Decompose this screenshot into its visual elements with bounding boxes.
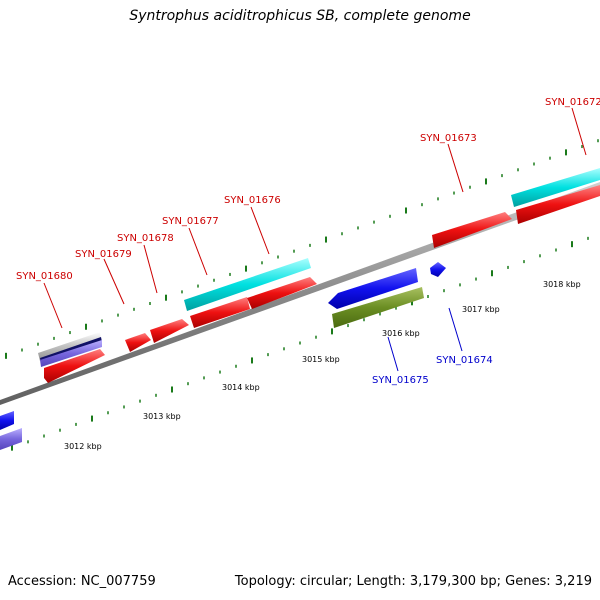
gene-syn-01672-cyan[interactable] [511, 168, 600, 207]
label-syn-01673[interactable]: SYN_01673 [420, 133, 477, 144]
genome-backbone [0, 182, 600, 405]
genes [0, 168, 600, 450]
genome-summary-text: Topology: circular; Length: 3,179,300 bp… [234, 574, 592, 589]
kbp-label-3016: 3016 kbp [382, 329, 420, 338]
gene-labels: SYN_01680 SYN_01679 SYN_01678 SYN_01677 … [16, 97, 600, 386]
gene-lavender-left[interactable] [0, 428, 22, 450]
gene-syn-01678[interactable] [150, 319, 189, 343]
label-leaders [43, 107, 587, 372]
kbp-label-3012: 3012 kbp [64, 442, 102, 451]
label-syn-01678[interactable]: SYN_01678 [117, 233, 174, 244]
label-syn-01675[interactable]: SYN_01675 [372, 375, 429, 386]
gene-syn-01679[interactable] [125, 333, 151, 352]
label-syn-01679[interactable]: SYN_01679 [75, 249, 132, 260]
kbp-label-3015: 3015 kbp [302, 355, 340, 364]
label-syn-01677[interactable]: SYN_01677 [162, 216, 219, 227]
gene-syn-01675-olive[interactable] [332, 287, 424, 328]
kbp-label-3014: 3014 kbp [222, 383, 260, 392]
label-syn-01672[interactable]: SYN_01672 [545, 97, 600, 108]
label-syn-01680[interactable]: SYN_01680 [16, 271, 73, 282]
gene-syn-01672[interactable] [516, 185, 600, 224]
tick-marks [5, 139, 599, 451]
label-syn-01676[interactable]: SYN_01676 [224, 195, 281, 206]
gene-red-01680b[interactable] [44, 349, 105, 383]
accession-text: Accession: NC_007759 [8, 574, 156, 589]
gene-syn-01676-red[interactable] [247, 277, 317, 309]
gene-syn-01673[interactable] [432, 212, 512, 248]
gene-syn-01675[interactable] [328, 268, 418, 309]
kbp-labels: 3012 kbp 3013 kbp 3014 kbp 3015 kbp 3016… [64, 280, 581, 451]
gene-syn-01674[interactable] [430, 262, 446, 277]
gene-syn-01680-lavender[interactable] [40, 340, 102, 367]
map-title: Syntrophus aciditrophicus SB, complete g… [129, 8, 471, 24]
gene-syn-01677[interactable] [190, 297, 250, 328]
kbp-label-3013: 3013 kbp [143, 412, 181, 421]
label-syn-01674[interactable]: SYN_01674 [436, 355, 493, 366]
kbp-label-3017: 3017 kbp [462, 305, 500, 314]
gene-blue-left[interactable] [0, 411, 14, 430]
kbp-label-3018: 3018 kbp [543, 280, 581, 289]
gene-syn-01676-cyan[interactable] [184, 258, 311, 311]
